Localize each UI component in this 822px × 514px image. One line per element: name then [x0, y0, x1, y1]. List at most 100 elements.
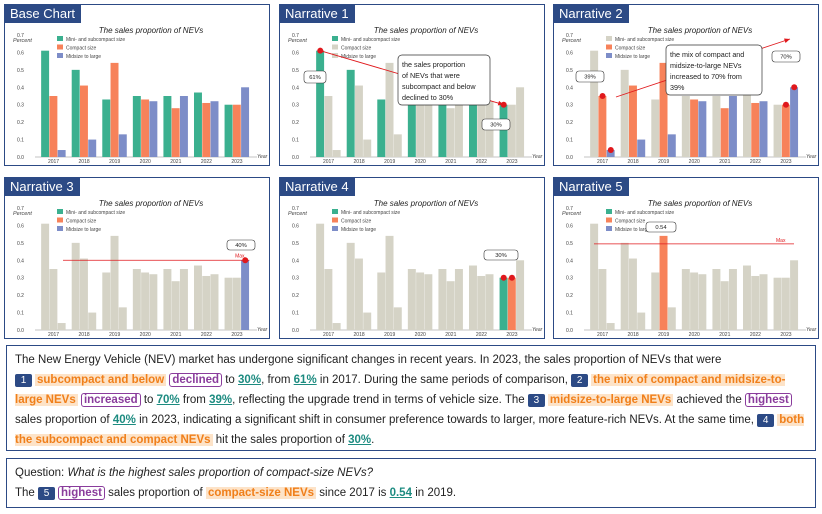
bar: [224, 277, 233, 330]
annotation-value: 0.54: [655, 225, 667, 231]
bar: [385, 235, 394, 330]
bar: [149, 274, 158, 330]
y-tick-label: 0.7: [292, 206, 299, 212]
y-tick-label: 0.4: [292, 85, 299, 91]
bar: [446, 281, 455, 330]
segment-highlight: midsize-to-large NEVs: [547, 394, 674, 406]
text: in 2017. During the same periods of comp…: [319, 374, 568, 386]
bar: [620, 242, 629, 330]
bar: [407, 269, 416, 330]
x-axis-label: Year: [532, 154, 543, 160]
bar: [606, 150, 615, 157]
bar: [590, 223, 599, 330]
bar: [241, 260, 250, 330]
bar: [346, 242, 355, 330]
bar: [590, 50, 599, 157]
x-tick-label: 2017: [597, 332, 608, 337]
x-tick-label: 2019: [384, 159, 395, 164]
bar: [690, 272, 699, 330]
bar: [41, 223, 50, 330]
bar: [667, 134, 676, 157]
panel-base-chart: The sales proportion of NEVs Percent 0.0 0.…: [4, 4, 270, 166]
x-axis-label: Year: [532, 327, 543, 333]
x-tick-label: 2020: [415, 332, 426, 337]
legend-entry: Midsize to large: [66, 227, 101, 233]
x-tick-label: 2021: [170, 159, 181, 164]
bar: [385, 62, 394, 158]
legend-entry: Compact size: [615, 219, 646, 225]
y-tick-label: 0.6: [292, 223, 299, 229]
segment-highlight: compact-size NEVs: [205, 487, 317, 499]
y-tick-label: 0.6: [292, 50, 299, 56]
x-tick-label: 2018: [354, 159, 365, 164]
x-tick-label: 2018: [79, 332, 90, 337]
legend-swatch: [57, 53, 63, 58]
y-axis-label: Percent: [13, 211, 32, 217]
x-tick-label: 2017: [323, 159, 334, 164]
annotation-end-value-box: [481, 118, 511, 131]
panel-narrative-2: The sales proportion of NEVs Percent 0.0 0.…: [553, 4, 819, 166]
bar: [118, 307, 127, 330]
y-tick-label: 0.3: [292, 103, 299, 109]
annotation-text: of NEVs that were: [402, 71, 460, 80]
bar: [232, 277, 241, 330]
text: sales proportion of: [15, 414, 110, 426]
bar: [728, 96, 737, 157]
badge-5: 5: [38, 487, 56, 500]
legend-swatch: [332, 36, 338, 41]
bar: [516, 87, 525, 157]
bar: [163, 269, 172, 330]
legend-entry: Compact size: [341, 219, 372, 225]
chart-title: The sales proportion of NEVs: [648, 26, 753, 35]
legend-swatch: [606, 226, 612, 231]
y-axis-label: Percent: [13, 38, 32, 44]
bar: [499, 104, 508, 157]
bar: [110, 62, 119, 158]
chart-narrative-1: The sales proportion of NEVs Percent 0.0 0.…: [288, 26, 543, 164]
legend-swatch: [332, 44, 338, 50]
x-tick-label: 2023: [231, 332, 242, 337]
chart-narrative-2: The sales proportion of NEVs Percent 0.0 0.…: [562, 26, 817, 164]
bar: [241, 87, 250, 157]
bar: [354, 85, 363, 157]
legend-swatch: [57, 226, 63, 231]
bar: [57, 150, 66, 157]
y-tick-label: 0.2: [292, 120, 299, 126]
narrative-intro: The New Energy Vehicle (NEV) market has …: [15, 354, 722, 366]
y-tick-label: 0.2: [17, 293, 24, 299]
y-tick-label: 0.7: [566, 33, 573, 39]
y-tick-label: 0.0: [17, 155, 24, 161]
bar: [416, 99, 425, 157]
panel-title: Narrative 4: [280, 178, 355, 196]
annotation-start-value-box: [575, 70, 605, 83]
bar: [316, 50, 325, 157]
legend-entry: Mini- and subcompact size: [66, 37, 125, 43]
bar: [659, 62, 668, 158]
text: sales proportion of: [108, 487, 203, 499]
x-tick-label: 2018: [354, 332, 365, 337]
x-axis-label: Year: [806, 154, 817, 160]
y-tick-label: 0.5: [17, 241, 24, 247]
text: , reflecting the upgrade trend in terms …: [232, 394, 525, 406]
x-tick-label: 2018: [628, 332, 639, 337]
bar: [102, 272, 111, 330]
legend-entry: Midsize to large: [615, 227, 650, 233]
y-tick-label: 0.4: [17, 258, 24, 264]
legend-swatch: [606, 217, 612, 223]
bar: [651, 99, 660, 157]
y-tick-label: 0.6: [566, 223, 573, 229]
legend-swatch: [57, 36, 63, 41]
y-tick-label: 0.3: [566, 276, 573, 282]
bar: [454, 96, 463, 157]
bar: [438, 269, 447, 330]
bar: [728, 269, 737, 330]
y-tick-label: 0.1: [566, 311, 573, 317]
legend-entry: Mini- and subcompact size: [341, 210, 400, 216]
x-tick-label: 2022: [201, 332, 212, 337]
annotation-start-value: 61%: [309, 75, 321, 81]
bar: [773, 277, 782, 330]
x-tick-label: 2020: [689, 159, 700, 164]
bar: [79, 258, 88, 330]
bar: [193, 265, 202, 330]
trend-highlight: highest: [744, 393, 792, 407]
